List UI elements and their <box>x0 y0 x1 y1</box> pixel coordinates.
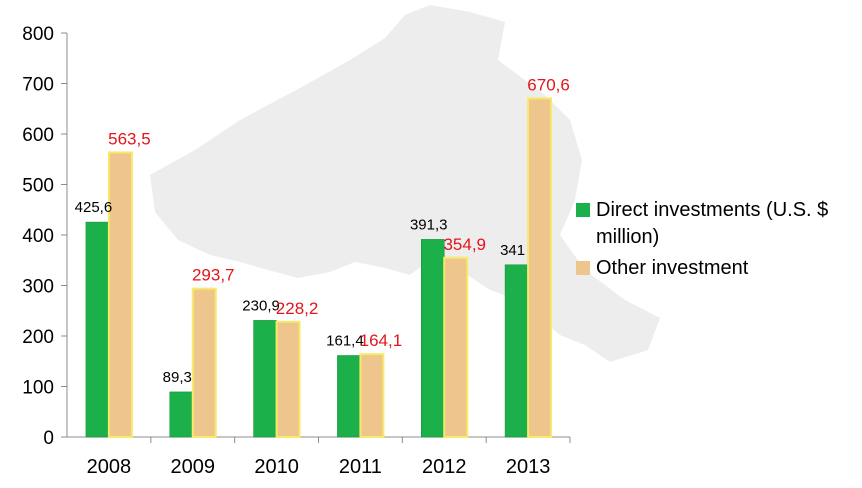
data-label-direct-2008: 425,6 <box>75 199 113 216</box>
legend: Direct investments (U.S. $ million) Othe… <box>576 197 862 282</box>
x-axis-ticks: 2008 2009 2010 2011 2012 2013 <box>87 437 571 478</box>
bars <box>85 97 553 439</box>
legend-label-other: Other investment <box>596 257 749 279</box>
bar-other-2012 <box>443 256 469 439</box>
data-label-direct-2011: 161,4 <box>326 332 364 349</box>
legend-label-direct: Direct investments (U.S. $ million) <box>596 199 829 248</box>
data-label-other-2013: 670,6 <box>527 75 570 94</box>
bar-other-2011 <box>359 353 385 438</box>
data-label-direct-2010: 230,9 <box>242 297 280 314</box>
x-tick-label: 2013 <box>506 456 551 478</box>
y-tick-label: 400 <box>22 226 54 247</box>
y-tick-label: 0 <box>43 428 54 449</box>
data-label-other-2011: 164,1 <box>360 331 403 350</box>
legend-swatch-direct <box>576 203 590 217</box>
bar-direct-2012 <box>421 239 445 438</box>
data-label-other-2012: 354,9 <box>443 235 486 254</box>
bar-other-2010 <box>275 320 301 438</box>
data-label-direct-2009: 89,3 <box>163 369 192 386</box>
data-label-direct-2013: 341 <box>500 242 525 259</box>
data-label-direct-2012: 391,3 <box>410 216 448 233</box>
y-axis-ticks: 0 100 200 300 400 500 600 700 800 <box>22 24 67 449</box>
legend-swatch-other <box>576 261 590 275</box>
bar-other-2008 <box>107 151 133 438</box>
bar-direct-2013 <box>504 264 529 438</box>
legend-item-other: Other investment <box>576 255 862 282</box>
x-tick-label: 2011 <box>339 456 382 478</box>
y-tick-label: 700 <box>22 75 54 96</box>
y-tick-label: 300 <box>22 277 54 298</box>
y-tick-label: 500 <box>22 176 54 197</box>
y-tick-label: 800 <box>22 24 54 45</box>
data-label-other-2010: 228,2 <box>276 299 319 318</box>
bar-direct-2011 <box>337 355 361 438</box>
data-label-other-2008: 563,5 <box>108 129 151 148</box>
bar-other-2013 <box>527 97 553 439</box>
background-map-silhouette <box>150 5 660 362</box>
data-label-other-2009: 293,7 <box>192 266 235 285</box>
x-tick-label: 2009 <box>171 456 216 478</box>
y-tick-label: 200 <box>22 327 54 348</box>
bar-other-2009 <box>191 287 217 438</box>
bar-direct-2009 <box>169 391 193 438</box>
x-tick-label: 2008 <box>87 456 132 478</box>
legend-item-direct: Direct investments (U.S. $ million) <box>576 197 862 251</box>
y-tick-label: 600 <box>22 125 54 146</box>
bar-direct-2010 <box>253 320 277 438</box>
x-tick-label: 2010 <box>254 456 299 478</box>
bar-direct-2008 <box>85 221 110 438</box>
y-tick-label: 100 <box>22 378 54 399</box>
x-tick-label: 2012 <box>422 456 467 478</box>
